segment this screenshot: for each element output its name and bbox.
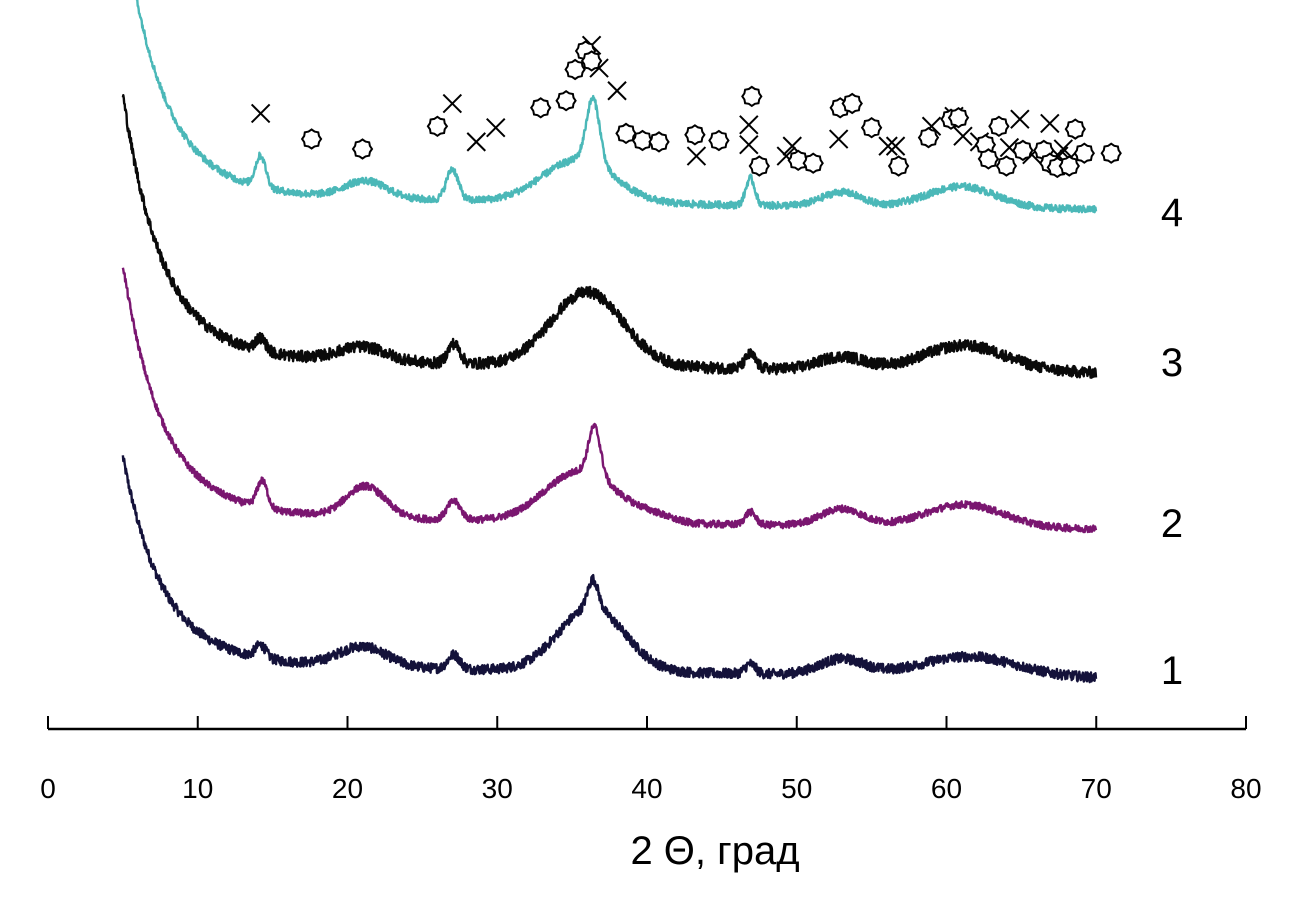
x-tick-label: 50 [781,773,812,804]
cross-marker [686,146,707,166]
circle-marker [1012,139,1034,162]
circle-marker [787,149,809,172]
circle-marker [615,122,637,145]
cross-marker [828,129,849,149]
curve-label-4: 4 [1161,191,1183,235]
circle-marker [988,115,1010,138]
cross-marker [1040,113,1060,134]
cross-marker [466,132,486,152]
circle-marker [708,129,730,152]
x-tick-label: 20 [332,773,363,804]
circle-marker [947,106,970,129]
x-axis-ticks [47,716,1247,729]
curve-label-3: 3 [1161,341,1183,385]
curve-labels: 1 2 3 4 [1161,191,1183,693]
cross-marker [878,136,898,156]
cross-marker [1010,109,1030,129]
circle-marker [351,138,374,160]
circle-marker [580,50,603,72]
x-tick-label: 30 [482,773,513,804]
x-tick-label: 40 [631,773,662,804]
circle-marker [529,97,552,119]
x-axis-tick-labels: 0 10 20 30 40 50 60 70 80 [40,773,1261,804]
xrd-curve-3 [121,93,1098,379]
x-tick-label: 10 [182,773,213,804]
cross-marker [486,117,506,138]
circle-marker [300,128,323,150]
cross-marker [442,93,463,114]
cross-marker [1053,139,1074,159]
xrd-curve-2 [121,267,1098,534]
circle-marker [741,85,763,108]
x-axis-title: 2 Θ, град [630,829,799,873]
cross-marker [250,103,271,124]
cross-marker [607,81,627,101]
circle-marker [684,124,706,146]
cross-marker [885,136,906,156]
circle-marker [1100,142,1122,164]
x-tick-label: 70 [1081,773,1112,804]
circle-marker [1073,142,1096,164]
circle-marker [1058,155,1081,177]
curve-label-2: 2 [1161,502,1183,546]
x-tick-label: 60 [931,773,962,804]
circle-marker [564,58,586,81]
cross-marker [739,135,759,155]
cross-marker [739,115,759,135]
x-tick-label: 0 [40,773,56,804]
circle-marker [917,126,940,149]
circle-marker [648,131,670,153]
x-tick-label: 80 [1230,773,1261,804]
circle-marker [631,129,654,152]
xrd-curve-4 [135,0,1098,214]
phase-markers-group [250,35,1122,179]
circle-marker [977,148,1000,170]
circle-marker [841,92,863,115]
circle-marker [995,155,1018,177]
circle-marker [426,115,449,138]
x-axis: 0 10 20 30 40 50 60 70 80 [40,716,1262,804]
circle-marker [860,116,883,139]
curves-group [121,0,1098,684]
cross-marker [953,126,973,146]
circle-marker [748,155,771,177]
circle-marker [1064,118,1087,140]
xrd-curve-1 [121,455,1098,684]
curve-label-1: 1 [1161,649,1183,693]
circle-marker [802,152,824,174]
circle-marker [555,89,577,112]
circle-marker [887,155,910,177]
